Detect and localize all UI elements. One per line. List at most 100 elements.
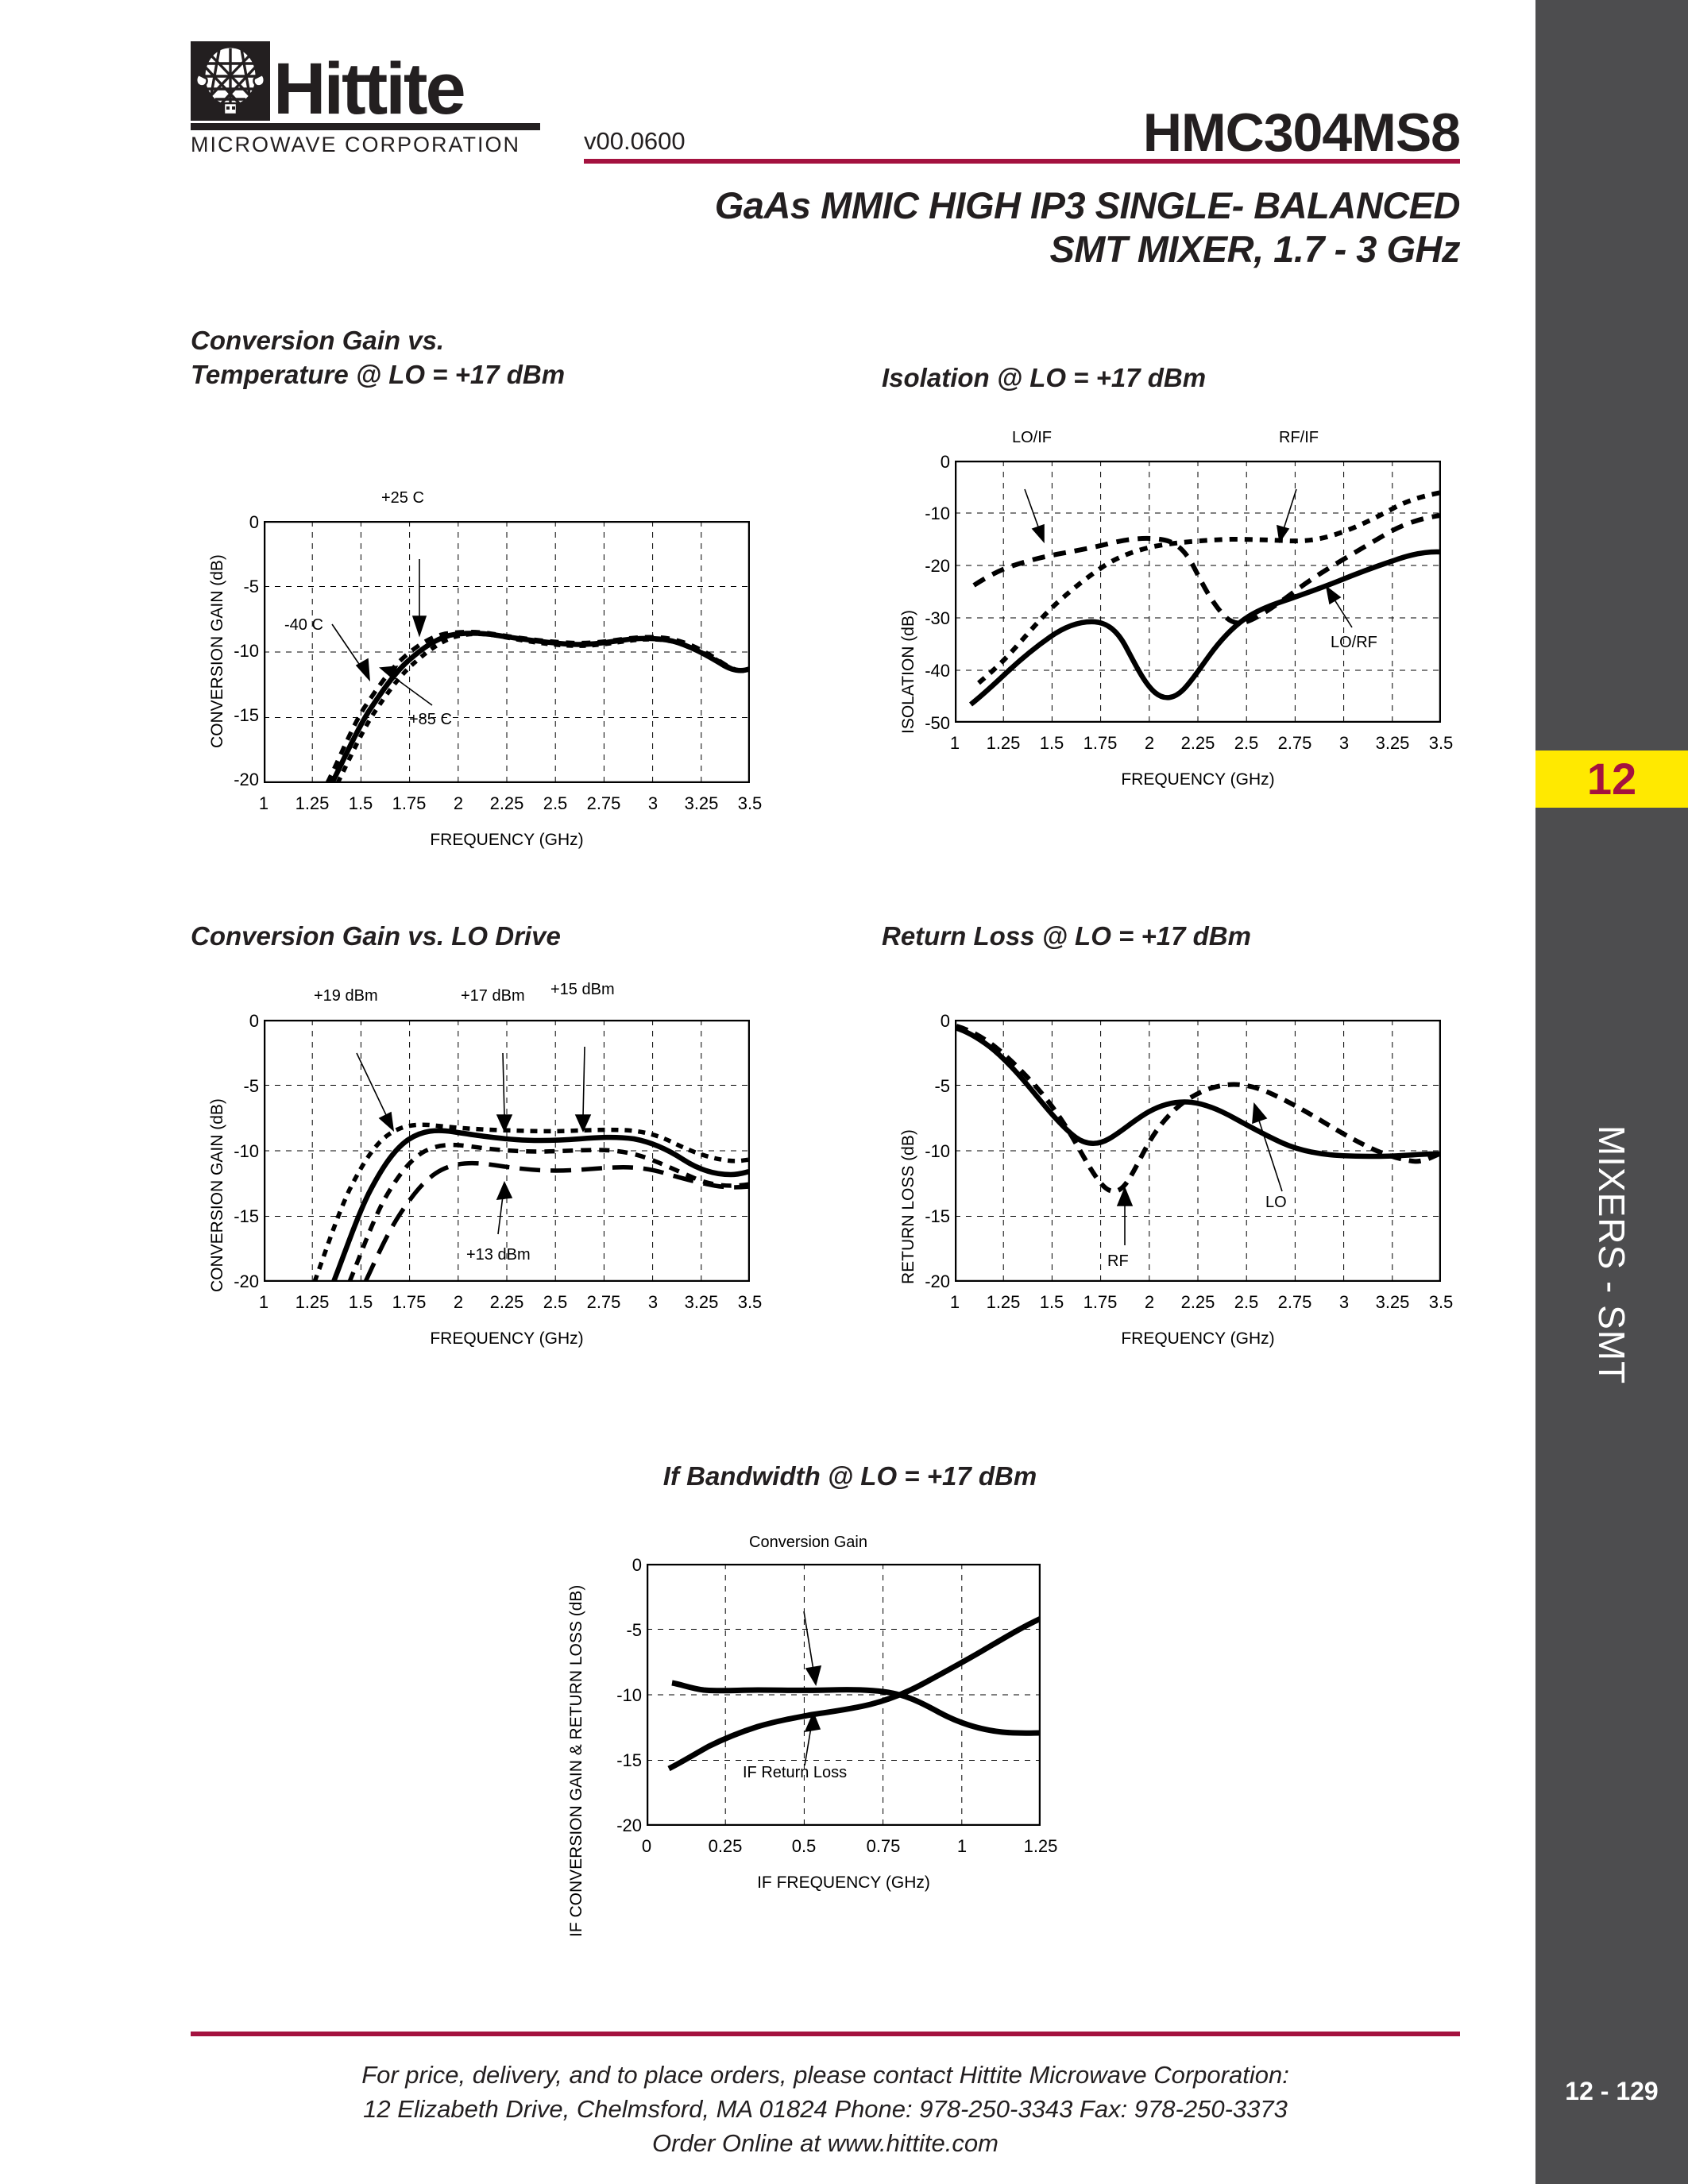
x-tick: 2.75: [586, 793, 621, 813]
x-tick: 2.75: [1277, 732, 1312, 753]
series-annotation: +25 C: [381, 488, 424, 507]
x-tick: 1.25: [295, 1291, 330, 1312]
x-tick: 1.25: [986, 1291, 1021, 1312]
x-tick: 3: [647, 793, 659, 813]
x-tick: 3: [1338, 732, 1350, 753]
y-tick: -10: [234, 640, 259, 661]
x-tick: 2: [1144, 1291, 1155, 1312]
x-tick: 1: [949, 732, 960, 753]
x-tick: 1.75: [1083, 732, 1118, 753]
series-annotation: IF Return Loss: [743, 1763, 848, 1781]
chart-return-loss: Return Loss @ LO = +17 dBm RETURN LOSS (…: [882, 920, 1454, 1435]
chart-conversion-gain-vs-lo-drive: Conversion Gain vs. LO Drive CONVERSION …: [191, 920, 763, 1435]
y-tick: 0: [940, 1010, 950, 1031]
y-tick: 0: [632, 1554, 642, 1575]
x-tick: 3.25: [684, 1291, 719, 1312]
logo-underline: [191, 123, 540, 130]
x-tick: 2.5: [543, 793, 568, 813]
y-tick: -10: [925, 503, 950, 523]
y-tick: -10: [925, 1140, 950, 1161]
x-tick: 0: [641, 1835, 652, 1856]
x-tick: 2.25: [489, 1291, 524, 1312]
x-tick: 1: [949, 1291, 960, 1312]
x-tick: 2.5: [1234, 732, 1259, 753]
footer-contact: For price, delivery, and to place orders…: [191, 2059, 1460, 2160]
y-tick: -5: [243, 576, 259, 596]
section-sidebar: 12 MIXERS - SMT 12 - 129: [1535, 0, 1688, 2184]
x-tick: 2.75: [586, 1291, 621, 1312]
x-axis-label: FREQUENCY (GHz): [1121, 770, 1275, 789]
logo-wordmark: Hittite: [273, 48, 466, 129]
y-tick: -15: [616, 1750, 642, 1770]
x-tick: 1.5: [1039, 1291, 1064, 1312]
y-tick: -15: [925, 1206, 950, 1226]
x-tick: 2.5: [1234, 1291, 1259, 1312]
chart-title: Conversion Gain vs. Temperature @ LO = +…: [191, 326, 566, 389]
x-tick: 1.5: [348, 1291, 373, 1312]
x-axis-label: IF FREQUENCY (GHz): [757, 1873, 930, 1892]
section-label-vertical: MIXERS - SMT: [1535, 897, 1688, 1612]
section-label-text: MIXERS - SMT: [1591, 1125, 1632, 1385]
series-annotation: RF/IF: [1279, 428, 1319, 446]
document-version: v00.0600: [584, 127, 686, 155]
y-tick: -20: [925, 555, 950, 576]
y-tick: -10: [234, 1140, 259, 1161]
series-annotation: +19 dBm: [314, 986, 378, 1005]
y-tick: -10: [616, 1684, 642, 1705]
y-axis-label: IF CONVERSION GAIN & RETURN LOSS (dB): [567, 1584, 585, 1937]
y-tick: -20: [925, 1271, 950, 1291]
y-tick: -5: [243, 1075, 259, 1096]
plot-area: [955, 1019, 1441, 1282]
x-tick: 1.5: [1039, 732, 1064, 753]
chart-if-bandwidth: If Bandwidth @ LO = +17 dBm IF CONVERSIO…: [548, 1460, 1152, 1969]
section-tab-number: 12: [1586, 754, 1637, 804]
footer-line-2: 12 Elizabeth Drive, Chelmsford, MA 01824…: [363, 2094, 1288, 2123]
header-divider: [584, 159, 1460, 164]
product-subtitle: GaAs MMIC HIGH IP3 SINGLE- BALANCED SMT …: [714, 184, 1461, 270]
x-tick: 3.5: [1428, 1291, 1454, 1312]
x-tick: 0.75: [866, 1835, 901, 1856]
x-tick: 1.5: [348, 793, 373, 813]
company-logo: Hittite MICROWAVE CORPORATION: [191, 41, 540, 157]
x-tick: 2: [453, 793, 464, 813]
chart-conversion-gain-vs-temperature: Conversion Gain vs. Temperature @ LO = +…: [191, 324, 763, 899]
chart-isolation: Isolation @ LO = +17 dBm ISOLATION (dB) …: [882, 361, 1454, 877]
series-annotation: +15 dBm: [550, 980, 615, 998]
x-tick: 3.25: [1375, 732, 1410, 753]
chart-title: Return Loss @ LO = +17 dBm: [882, 921, 1251, 951]
x-axis-label: FREQUENCY (GHz): [430, 830, 584, 849]
y-tick: -20: [616, 1815, 642, 1835]
section-tab-badge[interactable]: 12: [1535, 751, 1688, 808]
series-annotation: Conversion Gain: [749, 1533, 867, 1551]
y-tick: 0: [249, 511, 259, 532]
x-tick: 2.75: [1277, 1291, 1312, 1312]
chart-title: If Bandwidth @ LO = +17 dBm: [662, 1461, 1037, 1491]
x-tick: 2: [453, 1291, 464, 1312]
x-tick: 0.25: [708, 1835, 743, 1856]
y-tick: -15: [234, 1206, 259, 1226]
series-annotation: LO/RF: [1331, 633, 1377, 651]
chart-title: Isolation @ LO = +17 dBm: [882, 363, 1207, 392]
x-tick: 3: [647, 1291, 659, 1312]
x-axis-label: FREQUENCY (GHz): [430, 1329, 584, 1348]
x-tick: 1.75: [392, 793, 427, 813]
y-tick: -5: [934, 1075, 950, 1096]
x-tick: 2.25: [1180, 732, 1215, 753]
page-number: 12 - 129: [1565, 2077, 1659, 2105]
x-tick: 3.5: [737, 793, 763, 813]
y-tick: -50: [925, 712, 950, 733]
x-tick: 3.5: [737, 1291, 763, 1312]
series-annotation: +85 C: [409, 710, 452, 728]
x-tick: 3.5: [1428, 732, 1454, 753]
footer-line-3: Order Online at www.hittite.com: [652, 2128, 999, 2157]
y-tick: 0: [940, 451, 950, 472]
x-tick: 3.25: [1375, 1291, 1410, 1312]
y-tick: -30: [925, 608, 950, 628]
x-tick: 1.25: [986, 732, 1021, 753]
x-tick: 3.25: [684, 793, 719, 813]
series-annotation: RF: [1107, 1252, 1129, 1270]
plot-area: [955, 460, 1441, 723]
y-tick: -40: [925, 660, 950, 681]
footer-divider: [191, 2032, 1460, 2036]
x-tick: 0.5: [791, 1835, 817, 1856]
